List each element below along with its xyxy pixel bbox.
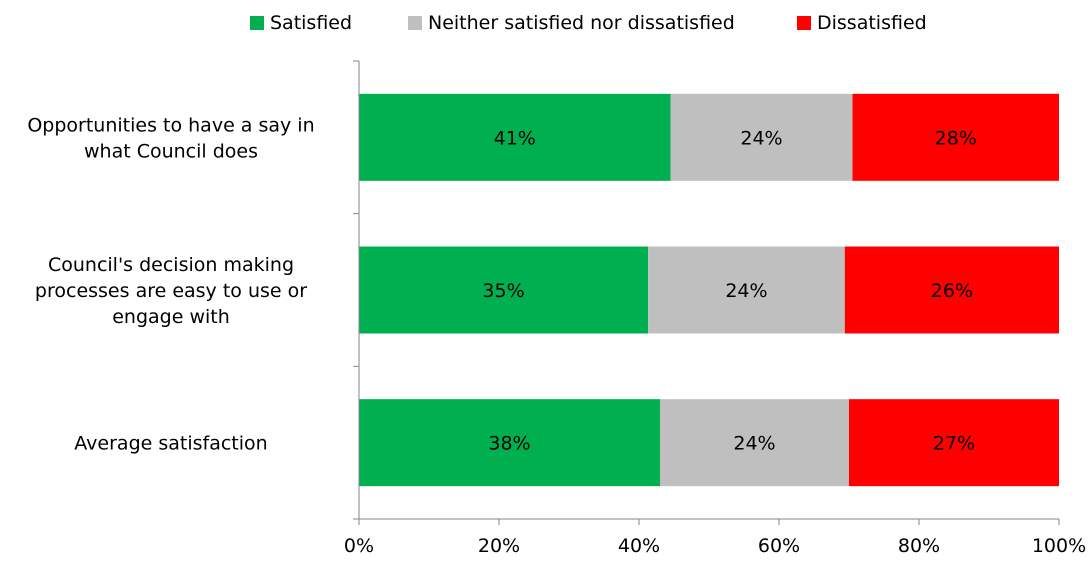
bar-neither-satisfied-nor-dissatisfied-2	[648, 246, 845, 334]
x-tick-label: 20%	[478, 535, 520, 557]
legend-item-neither-satisfied-nor-dissatisfied: Neither satisfied nor dissatisfied	[408, 12, 735, 34]
category-label: Average satisfaction	[74, 433, 267, 455]
bar-satisfied-2	[359, 246, 649, 334]
data-label: 24%	[733, 433, 775, 455]
legend: Satisfied Neither satisfied nor dissatisf…	[0, 12, 1091, 40]
legend-label: Satisfied	[270, 12, 353, 34]
x-tick-label: 40%	[618, 535, 660, 557]
category-label: Opportunities to have a say in what Counc…	[27, 114, 314, 162]
data-label: 27%	[933, 433, 975, 455]
legend-item-dissatisfied: Dissatisfied	[797, 12, 927, 34]
x-tick-label: 0%	[344, 535, 374, 557]
legend-swatch	[797, 16, 811, 30]
legend-label: Dissatisfied	[817, 12, 927, 34]
bar-neither-satisfied-nor-dissatisfied-3	[660, 399, 849, 487]
data-label: 35%	[482, 280, 524, 302]
legend-swatch	[250, 16, 264, 30]
category-label: Council's decision making processes are e…	[35, 254, 307, 328]
bar-satisfied-3	[359, 399, 660, 487]
data-label: 24%	[740, 127, 782, 149]
data-label: 28%	[935, 127, 977, 149]
legend-label: Neither satisfied nor dissatisfied	[428, 12, 735, 34]
data-label: 26%	[931, 280, 973, 302]
bar-dissatisfied-3	[849, 399, 1059, 487]
x-tick-label: 100%	[1032, 535, 1086, 557]
x-tick-label: 80%	[898, 535, 940, 557]
bar-dissatisfied-2	[844, 246, 1059, 334]
data-label: 41%	[494, 127, 536, 149]
data-label: 38%	[488, 433, 530, 455]
bar-dissatisfied-1	[852, 93, 1059, 181]
bar-satisfied-1	[359, 93, 671, 181]
x-tick-label: 60%	[758, 535, 800, 557]
data-label: 24%	[725, 280, 767, 302]
bar-neither-satisfied-nor-dissatisfied-1	[670, 93, 853, 181]
legend-item-satisfied: Satisfied	[250, 12, 352, 34]
legend-swatch	[408, 16, 422, 30]
